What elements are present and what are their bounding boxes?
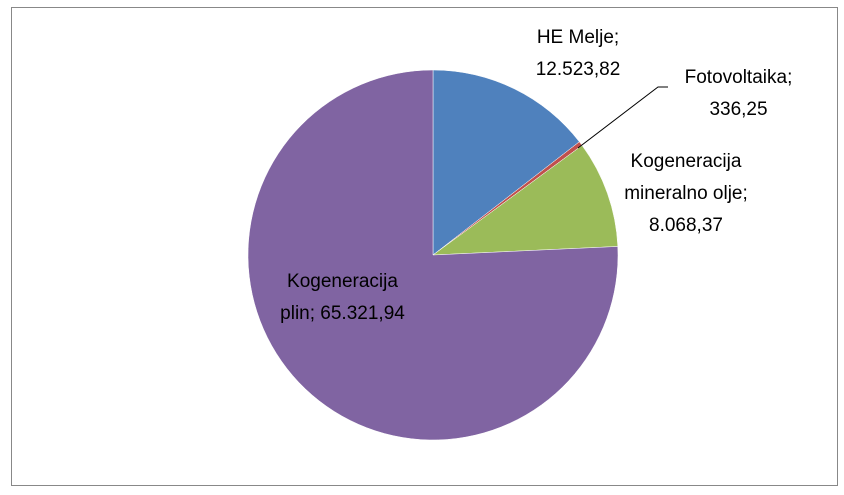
value-label: 12.523,82 [535, 59, 621, 80]
leader-line [577, 86, 668, 149]
category-label: Kogeneracija plin; [280, 271, 398, 324]
slice-label: Kogeneracija mineralno olje; 8.068,37 [606, 146, 766, 242]
value-label: 65.321,94 [320, 303, 405, 324]
category-label: Fotovoltaika; [684, 67, 793, 88]
value-label: 8.068,37 [649, 215, 723, 236]
pie [247, 69, 619, 441]
slice-label: HE Melje; 12.523,82 [513, 22, 643, 86]
pie-slice [432, 145, 619, 256]
category-label: HE Melje; [536, 27, 620, 48]
pie-slice [247, 69, 619, 441]
category-label: Kogeneracija mineralno olje; [624, 151, 748, 204]
slice-label: Fotovoltaika; 336,25 [666, 62, 811, 126]
value-label: 336,25 [709, 99, 768, 120]
slice-label: Kogeneracija plin; 65.321,94 [270, 266, 415, 330]
pie-slice [432, 69, 580, 256]
